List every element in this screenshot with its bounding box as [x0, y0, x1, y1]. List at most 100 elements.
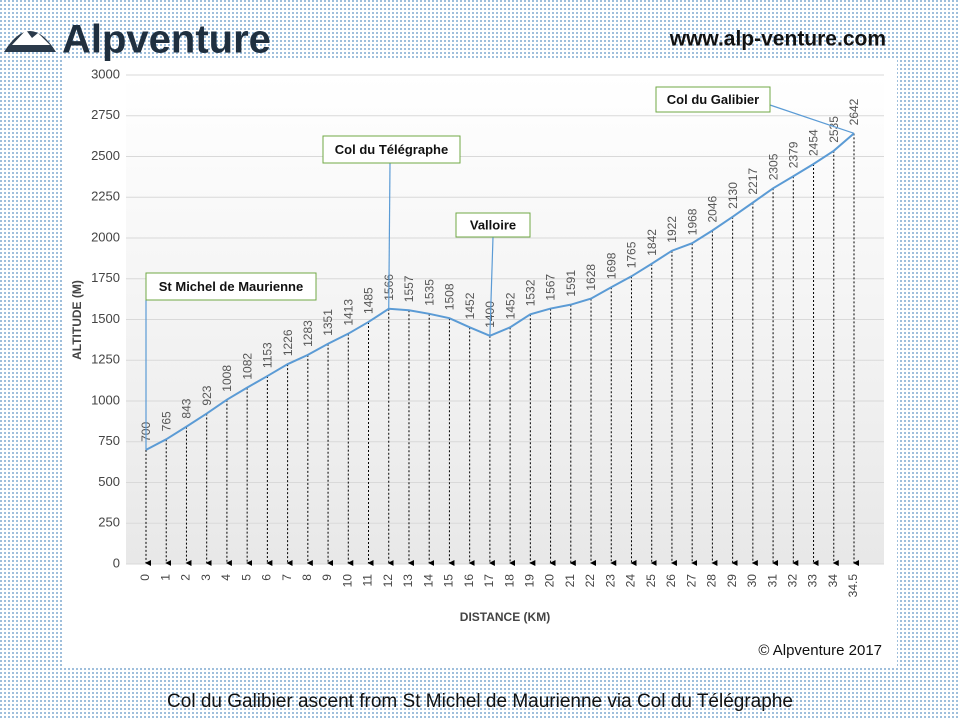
value-label: 1452 — [503, 292, 517, 319]
callout-text: St Michel de Maurienne — [159, 279, 303, 294]
value-label: 1452 — [463, 292, 477, 319]
value-label: 1226 — [281, 329, 295, 356]
callout-text: Col du Galibier — [667, 92, 759, 107]
value-label: 2305 — [766, 153, 780, 180]
value-label: 765 — [159, 411, 173, 431]
x-tick-label: 6 — [260, 574, 274, 581]
y-tick-label: 2750 — [91, 107, 120, 122]
value-label: 2130 — [726, 182, 740, 209]
site-url: www.alp-venture.com — [669, 28, 886, 51]
value-label: 1413 — [341, 299, 355, 326]
value-label: 1628 — [584, 264, 598, 291]
y-tick-label: 1000 — [91, 392, 120, 407]
x-tick-label: 2 — [179, 574, 193, 581]
x-tick-label: 19 — [523, 574, 537, 588]
value-label: 1557 — [402, 275, 416, 302]
x-tick-label: 12 — [381, 574, 395, 588]
y-tick-label: 1750 — [91, 270, 120, 285]
x-tick-label: 30 — [745, 574, 759, 588]
caption: Col du Galibier ascent from St Michel de… — [167, 691, 793, 712]
x-tick-label: 16 — [462, 574, 476, 588]
y-tick-label: 3000 — [91, 66, 120, 81]
x-tick-label: 26 — [664, 574, 678, 588]
value-label: 843 — [180, 398, 194, 418]
value-label: 1922 — [665, 216, 679, 243]
value-label: 1535 — [422, 279, 436, 306]
x-tick-label: 31 — [765, 574, 779, 588]
y-tick-label: 2000 — [91, 229, 120, 244]
x-tick-label: 23 — [603, 574, 617, 588]
value-label: 1698 — [604, 252, 618, 279]
value-label: 1567 — [544, 274, 558, 301]
y-axis-label: ALTITUDE (M) — [70, 280, 84, 360]
x-tick-label: 7 — [280, 574, 294, 581]
x-tick-label: 22 — [583, 574, 597, 588]
callout-box — [655, 86, 771, 113]
x-tick-label: 0 — [138, 574, 152, 581]
x-axis-label: DISTANCE (KM) — [460, 610, 550, 624]
value-label: 1968 — [685, 208, 699, 235]
y-tick-label: 1500 — [91, 311, 120, 326]
x-tick-label: 32 — [785, 574, 799, 588]
x-tick-label: 17 — [482, 574, 496, 588]
x-tick-label: 14 — [421, 574, 435, 588]
value-label: 1351 — [321, 309, 335, 336]
y-tick-label: 1250 — [91, 352, 120, 367]
x-tick-label: 4 — [219, 574, 233, 581]
value-label: 1591 — [564, 270, 578, 297]
x-tick-label: 27 — [684, 574, 698, 588]
value-label: 1765 — [625, 241, 639, 268]
y-tick-label: 500 — [98, 474, 120, 489]
x-tick-label: 29 — [725, 574, 739, 588]
elevation-line — [145, 132, 855, 451]
logo-text: Alpventure — [62, 18, 271, 62]
value-label: 2642 — [847, 98, 861, 125]
x-tick-label: 3 — [199, 574, 213, 581]
y-tick-label: 250 — [98, 515, 120, 530]
value-label: 1508 — [443, 283, 457, 310]
x-tick-label: 18 — [502, 574, 516, 588]
logo-icon — [4, 30, 56, 52]
callout-box — [322, 135, 461, 164]
y-tick-label: 2500 — [91, 148, 120, 163]
x-tick-label: 34 — [826, 574, 840, 588]
y-tick-label: 2250 — [91, 189, 120, 204]
x-tick-label: 13 — [401, 574, 415, 588]
x-tick-label: 20 — [543, 574, 557, 588]
value-label: 1842 — [645, 229, 659, 256]
value-label: 2379 — [786, 141, 800, 168]
x-tick-label: 8 — [300, 574, 314, 581]
x-tick-label: 9 — [320, 574, 334, 581]
x-tick-label: 11 — [361, 574, 375, 587]
x-tick-label: 24 — [624, 574, 638, 588]
callout-text: Col du Télégraphe — [335, 142, 448, 157]
value-label: 2217 — [746, 168, 760, 195]
value-label: 923 — [200, 385, 214, 405]
copyright: © Alpventure 2017 — [758, 642, 882, 659]
value-label: 1082 — [240, 353, 254, 380]
callout-box — [455, 212, 531, 238]
x-tick-label: 25 — [644, 574, 658, 588]
callout-box — [145, 272, 317, 301]
x-tick-label: 5 — [239, 574, 253, 581]
x-tick-label: 34.5 — [846, 574, 860, 598]
x-tick-label: 10 — [340, 574, 354, 588]
callout-line — [489, 236, 494, 336]
value-label: 2454 — [807, 129, 821, 156]
value-label: 1485 — [362, 287, 376, 314]
callout-text: Valloire — [470, 217, 516, 232]
value-label: 2046 — [706, 195, 720, 222]
x-tick-label: 1 — [158, 574, 172, 581]
value-label: 1153 — [261, 342, 275, 368]
value-label: 1532 — [524, 279, 538, 306]
callout-line — [388, 162, 391, 309]
value-label: 1008 — [220, 365, 234, 392]
x-tick-label: 33 — [806, 574, 820, 588]
x-tick-label: 15 — [442, 574, 456, 588]
y-tick-label: 750 — [98, 433, 120, 448]
x-tick-label: 21 — [563, 574, 577, 588]
x-tick-label: 28 — [705, 574, 719, 588]
value-label: 1283 — [301, 320, 315, 347]
value-label: 2535 — [827, 116, 841, 143]
